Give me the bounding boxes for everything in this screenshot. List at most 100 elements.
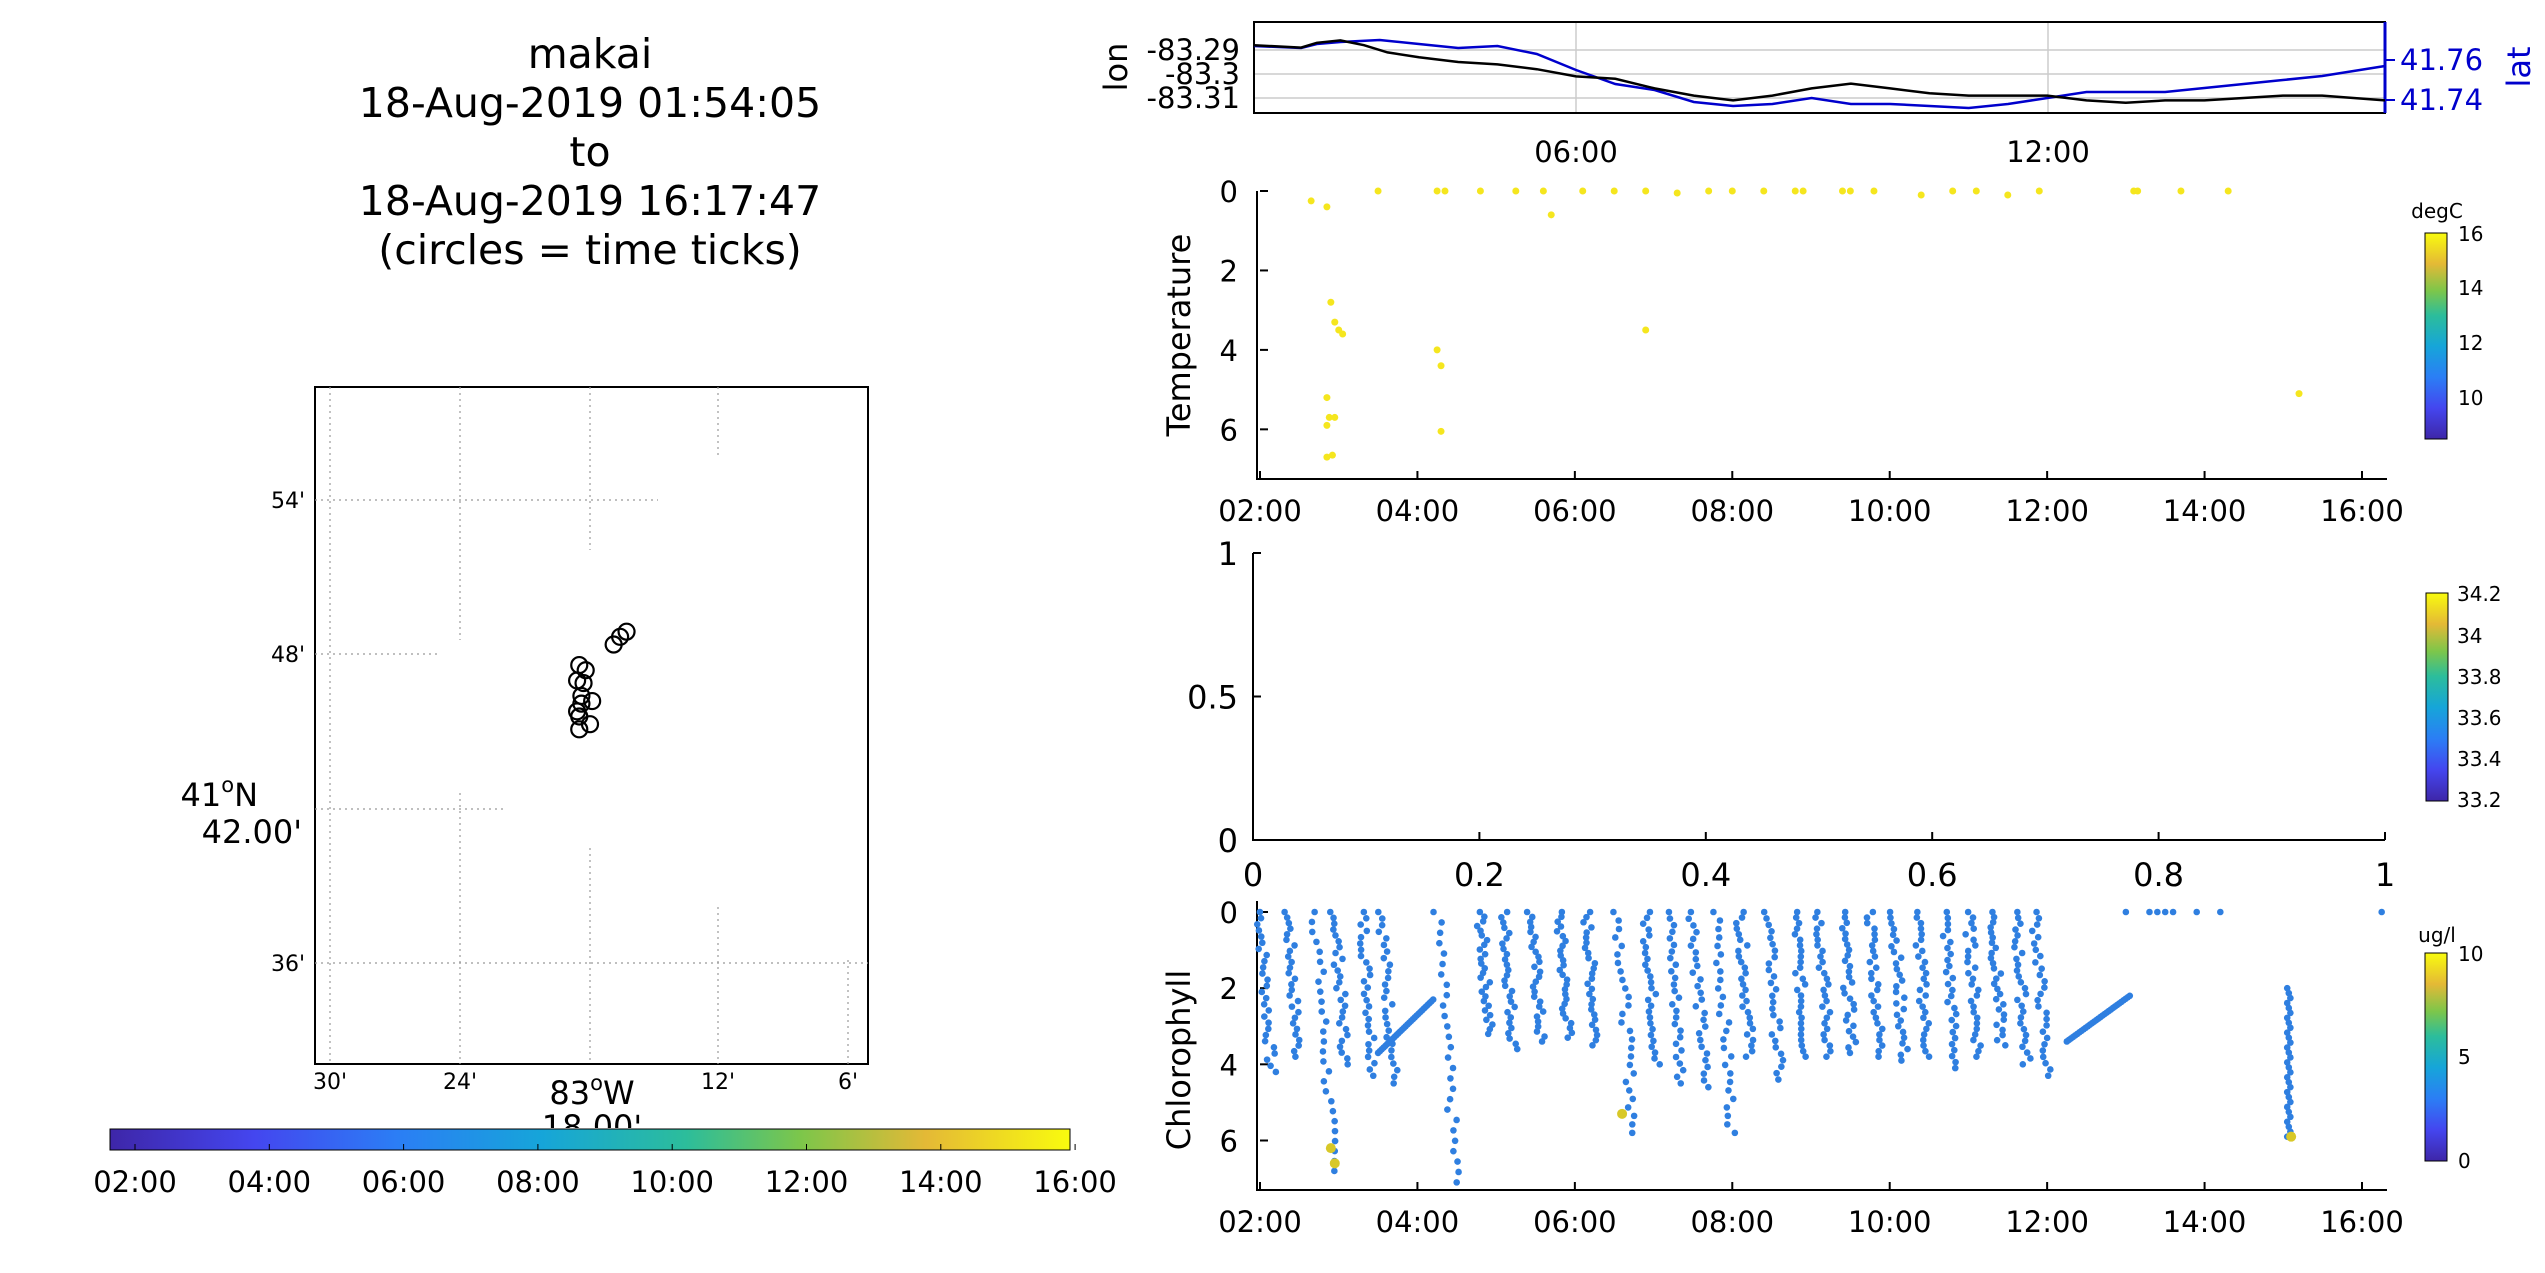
chlorophyll-point (1257, 914, 1265, 922)
chlorophyll-point (1922, 992, 1930, 999)
chlorophyll-point (2283, 1073, 2291, 1081)
temperature-point (1838, 187, 1846, 195)
chlorophyll-point (1739, 981, 1747, 988)
chlorophyll-point (1827, 1047, 1834, 1055)
chlorophyll-point (2013, 955, 2020, 963)
chlorophyll-point (1670, 981, 1678, 988)
chlorophyll-point (1557, 923, 1565, 930)
chlorophyll-point (1333, 984, 1340, 992)
chlorophyll-point (1362, 914, 1370, 922)
chlorophyll-point (1291, 975, 1299, 983)
chlorophyll-point (1560, 961, 1567, 969)
temperature-axis-ticks: 02:00 04:00 06:00 08:00 10:00 12:00 14:00 16:00… (1218, 175, 2404, 528)
chlorophyll-point (1971, 964, 1979, 971)
chlorophyll-point (1713, 959, 1720, 967)
chlorophyll-point (1863, 919, 1871, 927)
chlorophyll-point (1904, 1045, 1911, 1053)
chlorophyll-point (1535, 1003, 1543, 1010)
chlorophyll-point (2014, 961, 2022, 969)
chlorophyll-point (1697, 1036, 1704, 1044)
chlorophyll-point (1796, 964, 1804, 971)
chlorophyll-point (1887, 914, 1894, 922)
chlorophyll-point (1672, 1040, 1680, 1048)
lat-axis-tick: 41.74 (2400, 83, 2483, 117)
chlorophyll-point (2287, 1098, 2294, 1106)
lonlat-series (1253, 38, 2386, 110)
chlorophyll-point (1285, 919, 1293, 927)
chlorophyll-point (1992, 944, 2000, 952)
chlorophyll-point (2378, 908, 2385, 916)
chlorophyll-point (2028, 927, 2036, 935)
chlorophyll-point (1869, 947, 1877, 955)
chlorophyll-point (1270, 1044, 1278, 1051)
chlorophyll-point (1592, 1036, 1600, 1044)
chlorophyll-point (1987, 929, 1995, 936)
chlorophyll-point (1970, 1003, 1977, 1010)
chlorophyll-point (1388, 1053, 1395, 1061)
time-colorbar-ticks: 02:00 04:00 06:00 08:00 10:00 12:00 14:00 16:00 (93, 1144, 1117, 1199)
chlorophyll-point (1850, 1022, 1857, 1030)
chlorophyll-point (1735, 953, 1743, 960)
chlorophyll-point (1336, 943, 1343, 951)
chlorophyll-point (1501, 977, 1508, 984)
chlorophyll-point (2047, 1066, 2054, 1073)
chlorophyll-point (1826, 1008, 1834, 1016)
chlorophyll-point (1721, 1061, 1729, 1069)
time-colorbar (109, 1128, 1071, 1151)
lat-series-line (1253, 38, 2386, 110)
temperature-point (2004, 191, 2012, 199)
chlorophyll-point (1767, 934, 1774, 942)
chlorophyll-high-point (1617, 1108, 1628, 1119)
chlorophyll-point (1948, 1040, 1956, 1048)
chlorophyll-point (1770, 973, 1778, 980)
temperature-point (1728, 187, 1736, 195)
chlorophyll-point (1291, 942, 1298, 949)
chlorophyll-point (2022, 1031, 2030, 1039)
chlorophyll-point (1819, 1003, 1826, 1010)
chlorophyll-point (1588, 1000, 1595, 1008)
chlorophyll-point (2287, 1039, 2294, 1046)
chlorophyll-point (1795, 919, 1803, 927)
chlorophyll-point (1562, 1015, 1569, 1022)
chlorophyll-point (1871, 925, 1878, 932)
chlorophyll-point (1949, 974, 1957, 982)
x-tick-label: 04:00 (1376, 494, 1460, 528)
chlorophyll-point (1388, 1047, 1395, 1054)
chlorophyll-point (1715, 925, 1722, 933)
lat-axis-tick: 41.76 (2400, 43, 2483, 77)
chlorophyll-point (1331, 1127, 1339, 1135)
chlorophyll-point (2285, 1049, 2293, 1056)
lat-deg-value: 41 (180, 776, 221, 814)
chlorophyll-point (2041, 984, 2048, 991)
chlorophyll-point (1441, 1012, 1448, 1020)
chlorophyll-point (1876, 1036, 1883, 1044)
chlorophyll-colorbar-tick: 5 (2458, 1045, 2471, 1069)
chlorophyll-point (1760, 908, 1768, 916)
chlorophyll-point (1793, 908, 1801, 916)
chlorophyll-point (2285, 1078, 2293, 1086)
chlorophyll-point (1845, 1044, 1852, 1051)
temperature-points (1307, 187, 2303, 461)
chlorophyll-point (1792, 914, 1800, 921)
chlorophyll-point (1505, 929, 1513, 937)
chlorophyll-point (1342, 990, 1349, 998)
chlorophyll-point (1382, 1014, 1389, 1021)
chlorophyll-point (1820, 986, 1827, 994)
chlorophyll-point (1534, 1018, 1542, 1025)
chlorophyll-point (1746, 1020, 1754, 1027)
chlorophyll-point (1380, 941, 1388, 949)
chlorophyll-point (1692, 1003, 1700, 1010)
chlorophyll-point (2014, 932, 2021, 939)
chlorophyll-point (1559, 957, 1567, 964)
time-colorbar-tick: 16:00 (1033, 1165, 1117, 1199)
chlorophyll-point (1263, 982, 1271, 990)
chlorophyll-point (1339, 955, 1346, 963)
chlorophyll-point (1769, 940, 1776, 948)
chlorophyll-point (1589, 1041, 1596, 1049)
chlorophyll-point (1625, 1002, 1632, 1009)
chlorophyll-point (1672, 1014, 1680, 1021)
chlorophyll-point (1913, 914, 1921, 921)
chlorophyll-point (1390, 1060, 1397, 1067)
chlorophyll-point (1702, 1056, 1709, 1064)
chlorophyll-point (1295, 1042, 1302, 1049)
